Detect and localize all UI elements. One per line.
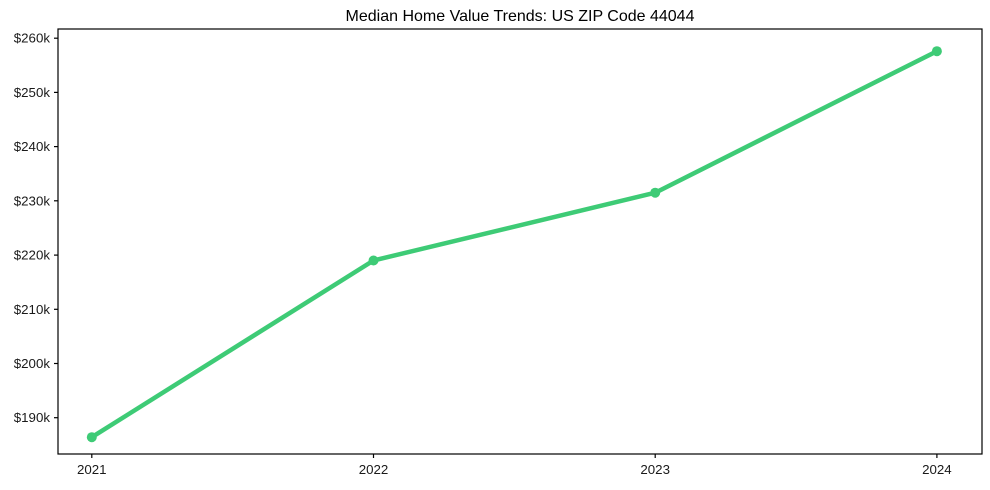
- y-tick-label: $240k: [14, 139, 51, 154]
- y-tick-label: $200k: [14, 356, 51, 371]
- x-tick-label: 2021: [77, 462, 107, 477]
- data-point: [650, 187, 661, 198]
- x-tick-label: 2024: [922, 462, 952, 477]
- y-tick-label: $220k: [14, 248, 51, 263]
- x-axis: 2021 2022 2023 2024: [77, 454, 952, 477]
- data-points: [86, 46, 942, 443]
- plot-border: [57, 28, 983, 455]
- y-tick-label: $210k: [14, 302, 51, 317]
- data-point: [931, 46, 942, 57]
- y-tick-label: $250k: [14, 85, 51, 100]
- y-axis: $190k $200k $210k $220k $230k $240k $250k $260k: [14, 31, 58, 425]
- data-point: [368, 255, 379, 266]
- trend-line: [89, 48, 940, 440]
- y-tick-label: $260k: [14, 31, 51, 46]
- x-tick-label: 2023: [640, 462, 670, 477]
- data-point: [86, 432, 97, 443]
- y-tick-label: $190k: [14, 410, 51, 425]
- x-tick-label: 2022: [359, 462, 389, 477]
- chart-title: Median Home Value Trends: US ZIP Code 44…: [346, 8, 695, 25]
- y-tick-label: $230k: [14, 193, 51, 208]
